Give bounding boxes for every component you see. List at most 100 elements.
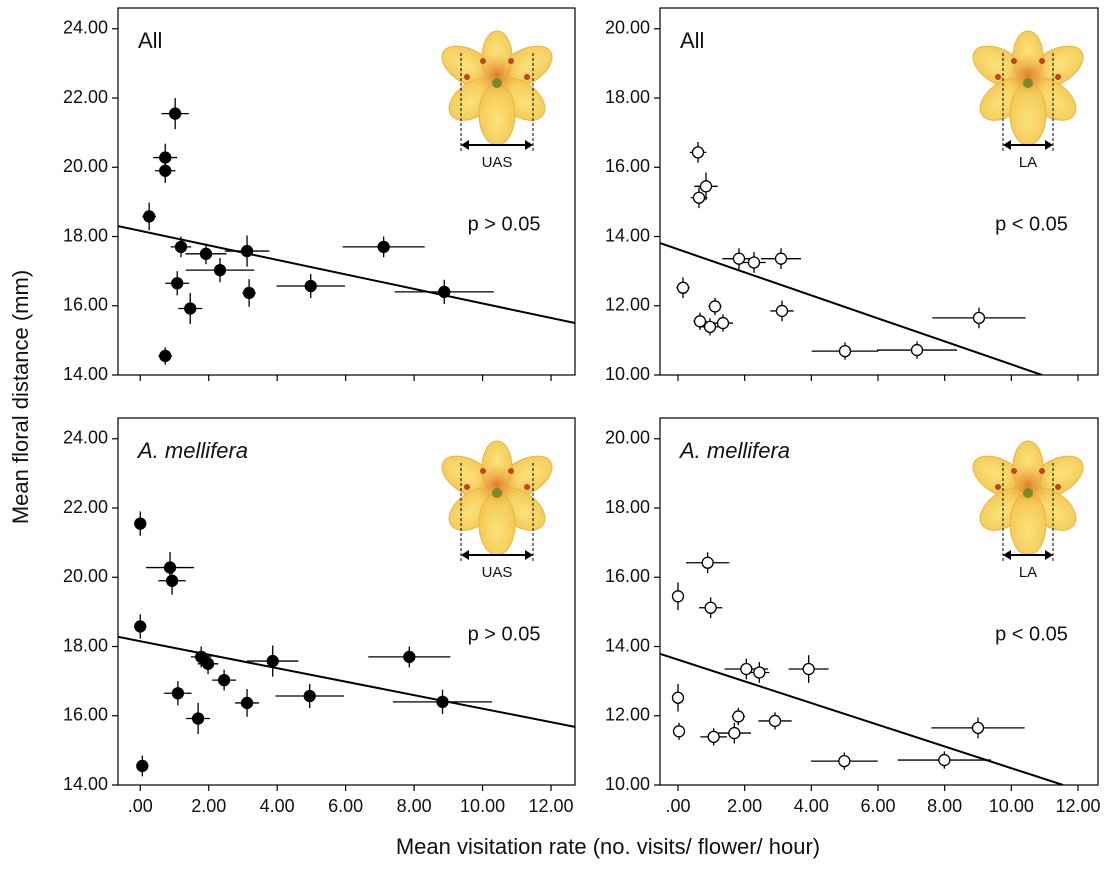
data-point [699,180,713,193]
y-tick-label: 16.00 [605,566,650,586]
data-point [240,244,254,258]
p-value: p < 0.05 [995,623,1068,645]
data-point [134,517,147,530]
data-point [436,695,449,709]
data-point [174,240,188,254]
data-point [169,107,182,120]
data-point [671,590,685,603]
data-point [740,662,753,676]
x-tick-label: .00 [128,796,153,816]
x-tick-label: 2.00 [727,796,762,816]
x-tick-label: .00 [665,796,690,816]
x-tick-label: 4.00 [260,796,295,816]
y-tick-label: 14.00 [605,225,650,245]
data-point [136,759,149,773]
y-tick-label: 14.00 [63,364,108,384]
y-tick-label: 10.00 [605,364,650,384]
data-point [802,662,815,676]
panel-label: All [138,28,162,53]
plot-frame [117,417,576,786]
trend-line [118,225,575,325]
data-point [838,344,852,358]
data-point [213,263,227,277]
data-point [704,601,717,614]
data-point [438,285,451,299]
data-point [703,320,717,334]
y-axis-title: Mean floral distance (mm) [8,270,33,524]
y-tick-label: 18.00 [63,225,108,245]
x-tick-label: 10.00 [989,796,1034,816]
data-point [377,240,390,254]
x-tick-label: 10.00 [460,796,505,816]
measure-label: UAS [482,154,513,171]
data-point [693,315,707,328]
data-point [403,650,416,664]
plot-frame [117,7,576,376]
x-tick-label: 8.00 [927,796,962,816]
y-tick-label: 18.00 [605,87,650,107]
measure-label: LA [1019,564,1037,581]
data-point [747,256,761,269]
plot-frame [659,417,1099,786]
y-tick-label: 24.00 [63,428,108,448]
p-value: p > 0.05 [468,213,541,235]
data-point [676,281,690,294]
panel-label: All [680,28,704,53]
y-tick-label: 24.00 [63,18,108,38]
x-tick-label: 2.00 [191,796,226,816]
data-point [143,210,156,223]
y-tick-label: 14.00 [63,774,108,794]
data-point [201,657,215,670]
data-point [768,714,782,728]
y-tick-label: 12.00 [605,705,650,725]
data-point [242,286,256,300]
p-value: p > 0.05 [468,623,541,645]
y-tick-label: 16.00 [63,295,108,315]
data-point [159,349,172,363]
y-tick-label: 20.00 [605,18,650,38]
data-point [692,191,706,204]
data-point [775,304,789,318]
plot-frame [659,7,1099,376]
data-point [753,666,766,679]
trend-line [660,652,1064,785]
trend-line [660,242,1043,375]
data-point [838,754,851,768]
flower-illustration [441,30,553,153]
data-point [971,721,985,735]
p-value: p < 0.05 [995,213,1068,235]
x-tick-label: 12.00 [529,796,574,816]
y-tick-label: 10.00 [605,774,650,794]
data-point [707,730,720,744]
data-point [774,252,788,265]
y-tick-label: 20.00 [605,428,650,448]
data-point [672,725,686,738]
data-point [691,146,705,159]
measure-label: UAS [482,564,513,581]
data-point [171,687,185,700]
x-axis-title: Mean visitation rate (no. visits/ flower… [396,834,820,859]
y-tick-label: 14.00 [605,635,650,655]
data-point [171,277,184,290]
y-tick-label: 18.00 [63,635,108,655]
data-point [165,574,179,587]
flower-illustration [972,440,1084,563]
data-point [938,753,951,767]
measure-label: LA [1019,154,1037,171]
data-point [732,252,746,265]
data-point [199,247,213,260]
data-point [708,300,722,313]
panel: 10.00 12.00 14.00 16.00 18.00 20.00 All p < 0.0… [605,7,1099,384]
y-tick-label: 22.00 [63,497,108,517]
flower-illustration [441,440,553,563]
data-point [671,691,685,704]
data-point [728,726,741,740]
data-point [304,279,317,293]
x-tick-label: 6.00 [328,796,363,816]
panel-label: A. mellifera [136,438,248,463]
data-point [184,302,197,315]
panel-label: A. mellifera [678,438,790,463]
data-point [217,673,231,687]
y-tick-label: 22.00 [63,87,108,107]
